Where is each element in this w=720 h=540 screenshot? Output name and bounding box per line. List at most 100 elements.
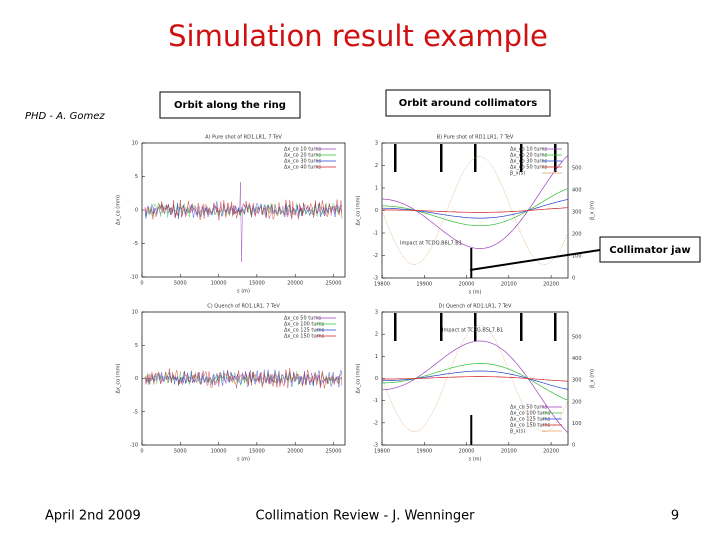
x-tick-label: 19900 [416, 449, 432, 455]
orbit-curve [381, 155, 569, 249]
x-axis-label: s (m) [469, 290, 482, 296]
plot-title: B) Pure shot of RD1.LR1, 7 TeV [437, 135, 514, 141]
x-tick-label: 25000 [326, 449, 342, 455]
orbit-curve [382, 207, 569, 213]
y-tick-label: -3 [373, 276, 378, 282]
x-tick-label: 15000 [249, 449, 265, 455]
y-tick-label: 0 [135, 376, 138, 382]
x-tick-label: 5000 [174, 281, 187, 287]
plot-title: C) Quench of RD1.LR1, 7 TeV [207, 304, 280, 310]
y-tick-label: 5 [135, 174, 138, 180]
y-tick-label: -1 [373, 231, 378, 237]
x-axis-label: s (m) [237, 457, 250, 463]
y-tick-label: 0 [135, 208, 138, 214]
y-tick-label: -5 [133, 409, 138, 415]
y2-tick-label: 500 [572, 335, 582, 341]
legend-label: Δx_co 10 turns [284, 147, 321, 153]
orbit-curve [144, 367, 343, 389]
x-tick-label: 25000 [326, 281, 342, 287]
y-tick-label: -1 [373, 398, 378, 404]
footer-page: 9 [671, 509, 679, 524]
footer-event: Collimation Review - J. Wenninger [256, 509, 476, 524]
y-tick-label: -5 [133, 241, 138, 247]
collimator-mark [520, 144, 523, 172]
x-tick-label: 20100 [501, 282, 517, 288]
y-tick-label: 10 [132, 310, 138, 316]
legend-label: Δx_co 150 turns [510, 423, 551, 429]
beta-curve [381, 325, 569, 432]
legend-label: Δx_co 50 turns [510, 165, 547, 171]
x-axis-label: s (m) [237, 289, 250, 295]
y-tick-label: -2 [373, 253, 378, 259]
beta-curve [381, 156, 569, 265]
legend-label: Δx_co 10 turns [510, 147, 547, 153]
collimator-mark [554, 313, 557, 341]
collimator-mark [474, 144, 477, 172]
collimator-mark [440, 313, 443, 341]
annotation: Impact at TCSG.B5L7.B1 [442, 328, 503, 334]
legend-label: Δx_co 20 turns [510, 153, 547, 159]
y2-tick-label: 100 [572, 254, 582, 260]
y-tick-label: 1 [375, 186, 378, 192]
orbit-curve [382, 376, 569, 382]
y2-tick-label: 200 [572, 232, 582, 238]
legend-label: Δx_co 150 turns [284, 334, 325, 340]
y-tick-label: 1 [375, 354, 378, 360]
collimator-mark [474, 313, 477, 341]
label-jaw: Collimator jaw [609, 245, 690, 256]
legend-label: Δx_co 100 turns [284, 322, 325, 328]
legend-label: Δx_co 40 turns [284, 165, 321, 171]
x-tick-label: 5000 [174, 449, 187, 455]
y-tick-label: -10 [130, 275, 138, 281]
legend-label: Δx_co 50 turns [510, 405, 547, 411]
y2-axis-label: β_x (m) [590, 369, 596, 388]
x-tick-label: 19900 [416, 282, 432, 288]
x-tick-label: 20000 [459, 449, 475, 455]
y-tick-label: 2 [375, 163, 378, 169]
y-tick-label: -3 [373, 443, 378, 449]
legend-label: Δx_co 100 turns [510, 411, 551, 417]
legend-label: Δx_co 125 turns [284, 328, 325, 334]
y-tick-label: 2 [375, 332, 378, 338]
collimator-mark [440, 144, 443, 172]
collimator-mark [394, 313, 397, 341]
collimator-mark [520, 313, 523, 341]
collimator-mark [554, 144, 557, 172]
orbit-curve [381, 340, 569, 434]
orbit-curve [144, 199, 343, 221]
plots: A) Pure shot of RD1.LR1, 7 TeV s (m) Δx_co… [116, 135, 596, 463]
y-axis-label: Δx_co (mm) [356, 195, 362, 225]
y2-tick-label: 300 [572, 210, 582, 216]
x-tick-label: 19800 [374, 449, 390, 455]
annotation: Impact at TCDQ.B6L7.B1 [400, 240, 462, 246]
x-tick-label: 10000 [211, 449, 227, 455]
legend-label: Δx_co 20 turns [284, 153, 321, 159]
y2-tick-label: 0 [572, 276, 575, 282]
plot-title: A) Pure shot of RD1.LR1, 7 TeV [205, 135, 282, 141]
x-tick-label: 19800 [374, 282, 390, 288]
x-tick-label: 20200 [543, 282, 559, 288]
y-tick-label: -10 [130, 443, 138, 449]
y-axis-label: Δx_co (mm) [356, 363, 362, 393]
label-ring: Orbit along the ring [174, 100, 286, 111]
y-tick-label: 0 [375, 376, 378, 382]
legend-label: Δx_co 30 turns [510, 159, 547, 165]
y-tick-label: -2 [373, 420, 378, 426]
collimator-mark [394, 144, 397, 172]
label-box [385, 89, 551, 117]
y2-tick-label: 400 [572, 188, 582, 194]
y-axis-label: Δx_co (mm) [116, 363, 122, 393]
y2-tick-label: 200 [572, 399, 582, 405]
legend-label: Δx_co 30 turns [284, 159, 321, 165]
x-tick-label: 20000 [287, 281, 303, 287]
legend-label: Δx_co 125 turns [510, 417, 551, 423]
author: PHD - A. Gomez [25, 111, 105, 122]
y2-tick-label: 100 [572, 421, 582, 427]
y2-tick-label: 300 [572, 378, 582, 384]
x-tick-label: 20200 [543, 449, 559, 455]
y-tick-label: 0 [375, 208, 378, 214]
legend-label: β_x(s) [510, 171, 525, 177]
x-tick-label: 20000 [459, 282, 475, 288]
callout-line [469, 249, 601, 271]
